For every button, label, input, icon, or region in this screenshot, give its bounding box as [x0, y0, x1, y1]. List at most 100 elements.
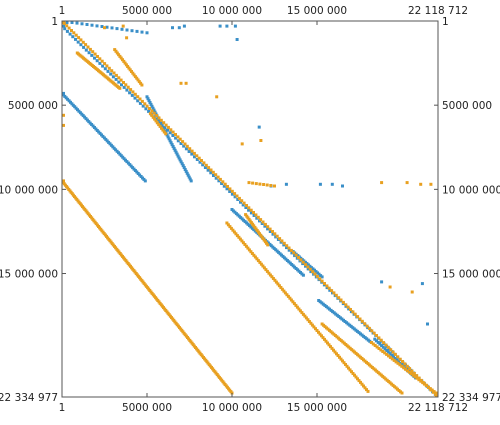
- matrix-entry-s0-78: [271, 232, 275, 236]
- matrix-entry-s0-206: [151, 106, 155, 110]
- matrix-entry-s1-96: [287, 246, 291, 250]
- matrix-entry-s1-132: [372, 331, 376, 335]
- matrix-entry-s1-59: [200, 159, 203, 162]
- matrix-entry-s0-20: [114, 77, 118, 81]
- matrix-entry-s1-602: [419, 182, 423, 186]
- matrix-entry-s1-40: [155, 114, 159, 118]
- matrix-entry-s1-5: [72, 31, 76, 35]
- matrix-entry-s1-113: [327, 286, 331, 290]
- x-tick-label-top-4: 22 118 712: [408, 5, 468, 17]
- matrix-entry-s0-338: [352, 327, 356, 331]
- matrix-entry-s1-37: [148, 107, 151, 110]
- matrix-entry-s1-582: [432, 390, 436, 394]
- matrix-entry-s0-10: [87, 51, 91, 55]
- matrix-entry-s1-394: [247, 248, 251, 252]
- matrix-entry-s1-91: [275, 234, 279, 238]
- matrix-entry-s1-141: [393, 352, 397, 356]
- matrix-entry-s1-85: [261, 220, 265, 224]
- matrix-entry-s1-435: [309, 321, 313, 325]
- matrix-entry-s1-66: [216, 175, 220, 179]
- matrix-entry-s1-480: [251, 222, 255, 226]
- matrix-entry-s0-24: [125, 88, 129, 92]
- matrix-entry-s1-439: [315, 329, 319, 332]
- matrix-entry-s0-43: [176, 139, 180, 143]
- matrix-entry-s0-19: [111, 75, 115, 79]
- matrix-entry-s1-15: [96, 55, 99, 58]
- matrix-entry-s1-118: [339, 298, 343, 302]
- matrix-entry-s1-29: [129, 88, 133, 92]
- matrix-entry-s1-72: [230, 189, 234, 193]
- matrix-entry-s1-62: [207, 166, 211, 170]
- matrix-entry-s0-377: [70, 21, 74, 24]
- matrix-entry-s0-230: [175, 152, 179, 156]
- matrix-entry-s0-98: [325, 286, 329, 290]
- matrix-entry-s0-224: [169, 141, 173, 145]
- y-tick-label-left-2: 10 000 000: [0, 184, 58, 196]
- matrix-entry-s1-570: [409, 372, 413, 376]
- matrix-entry-s1-45: [166, 125, 170, 129]
- matrix-entry-s1-438: [314, 327, 317, 331]
- matrix-entry-s1-478: [248, 219, 252, 223]
- y-tick-label-right-2: 10 000 000: [442, 184, 500, 196]
- matrix-entry-s1-433: [306, 318, 310, 322]
- matrix-entry-s0-21: [117, 80, 121, 84]
- matrix-entry-s1-451: [333, 350, 337, 354]
- matrix-entry-s0-50: [195, 158, 199, 161]
- matrix-entry-s0-380: [85, 23, 89, 26]
- matrix-entry-s1-473: [366, 389, 370, 393]
- matrix-entry-s1-119: [341, 300, 345, 304]
- matrix-entry-s0-363: [395, 358, 399, 362]
- matrix-entry-s1-28: [126, 85, 130, 89]
- matrix-entry-s0-318: [321, 302, 325, 306]
- matrix-entry-s1-391: [243, 243, 247, 246]
- matrix-entry-s1-115: [332, 291, 336, 295]
- matrix-entry-s1-200: [119, 56, 123, 60]
- matrix-entry-s0-408: [426, 322, 429, 326]
- matrix-entry-s1-599: [259, 139, 263, 142]
- matrix-entry-s1-4: [70, 29, 73, 32]
- matrix-entry-s0-326: [334, 312, 338, 316]
- matrix-entry-s1-123: [351, 310, 355, 314]
- matrix-entry-s1-3: [67, 26, 71, 30]
- matrix-entry-s0-41: [171, 134, 175, 137]
- matrix-entry-s1-30: [131, 90, 135, 94]
- matrix-entry-s1-44: [164, 123, 168, 127]
- matrix-entry-s1-381: [228, 225, 232, 229]
- matrix-entry-s1-133: [375, 334, 378, 337]
- matrix-entry-s0-392: [145, 31, 149, 35]
- matrix-entry-s1-375: [160, 126, 163, 130]
- matrix-entry-s1-109: [318, 277, 322, 281]
- matrix-entry-s0-186: [125, 160, 129, 164]
- matrix-entry-s1-460: [347, 366, 350, 370]
- matrix-entry-s0-84: [287, 248, 291, 252]
- matrix-entry-s1-447: [327, 343, 331, 347]
- matrix-entry-s1-387: [237, 235, 241, 239]
- matrix-entry-s0-82: [282, 243, 286, 247]
- matrix-entry-s1-561: [392, 358, 396, 362]
- matrix-entry-s1-150: [415, 374, 419, 378]
- matrix-entry-s1-107: [313, 272, 317, 276]
- matrix-entry-s1-42: [159, 118, 163, 122]
- matrix-entry-s0-316: [318, 300, 322, 304]
- matrix-entry-s0-48: [190, 152, 194, 156]
- matrix-entry-s0-342: [359, 332, 362, 336]
- matrix-entry-s0-387: [120, 27, 124, 31]
- matrix-entry-s0-83: [285, 246, 288, 250]
- matrix-entry-s0-59: [220, 182, 224, 185]
- matrix-entry-s0-92: [309, 270, 313, 274]
- matrix-entry-s1-90: [273, 232, 277, 236]
- matrix-entry-s0-243: [188, 177, 192, 181]
- matrix-entry-s1-194: [118, 86, 122, 90]
- matrix-entry-s0-399: [235, 38, 239, 41]
- matrix-entry-s1-372: [155, 121, 159, 125]
- matrix-entry-s0-40: [168, 131, 172, 135]
- matrix-entry-s1-590: [269, 184, 273, 187]
- matrix-entry-s1-114: [330, 289, 334, 293]
- matrix-entry-s1-465: [354, 375, 358, 379]
- matrix-entry-s1-144: [401, 360, 404, 363]
- matrix-entry-s1-607: [62, 123, 65, 127]
- matrix-entry-s1-198: [117, 53, 121, 57]
- matrix-entry-s1-22: [112, 71, 116, 75]
- matrix-entry-s1-462: [350, 370, 353, 374]
- matrix-entry-s0-229: [174, 150, 178, 154]
